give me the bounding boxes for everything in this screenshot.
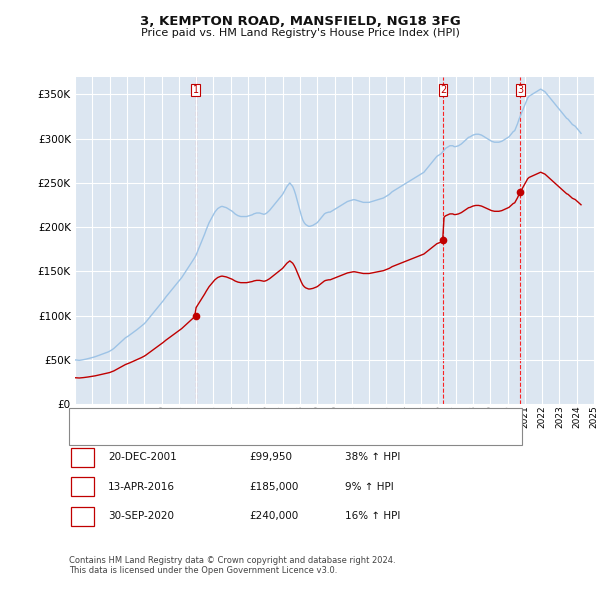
Text: 3, KEMPTON ROAD, MANSFIELD, NG18 3FG (detached house): 3, KEMPTON ROAD, MANSFIELD, NG18 3FG (de… (107, 412, 397, 421)
Text: 30-SEP-2020: 30-SEP-2020 (108, 512, 174, 521)
Text: 20-DEC-2001: 20-DEC-2001 (108, 453, 177, 462)
Text: 13-APR-2016: 13-APR-2016 (108, 482, 175, 491)
Text: HPI: Average price, detached house, Mansfield: HPI: Average price, detached house, Mans… (107, 430, 328, 438)
Text: 1: 1 (79, 453, 86, 462)
Text: Price paid vs. HM Land Registry's House Price Index (HPI): Price paid vs. HM Land Registry's House … (140, 28, 460, 38)
Text: 3: 3 (79, 512, 86, 521)
Text: 2: 2 (79, 482, 86, 491)
Text: Contains HM Land Registry data © Crown copyright and database right 2024.
This d: Contains HM Land Registry data © Crown c… (69, 556, 395, 575)
Text: 16% ↑ HPI: 16% ↑ HPI (345, 512, 400, 521)
Text: 3, KEMPTON ROAD, MANSFIELD, NG18 3FG: 3, KEMPTON ROAD, MANSFIELD, NG18 3FG (140, 15, 460, 28)
Text: 38% ↑ HPI: 38% ↑ HPI (345, 453, 400, 462)
Text: 1: 1 (193, 85, 199, 95)
Text: 2: 2 (440, 85, 446, 95)
Text: £240,000: £240,000 (249, 512, 298, 521)
Text: 3: 3 (517, 85, 524, 95)
Text: 9% ↑ HPI: 9% ↑ HPI (345, 482, 394, 491)
Text: £185,000: £185,000 (249, 482, 298, 491)
Text: £99,950: £99,950 (249, 453, 292, 462)
